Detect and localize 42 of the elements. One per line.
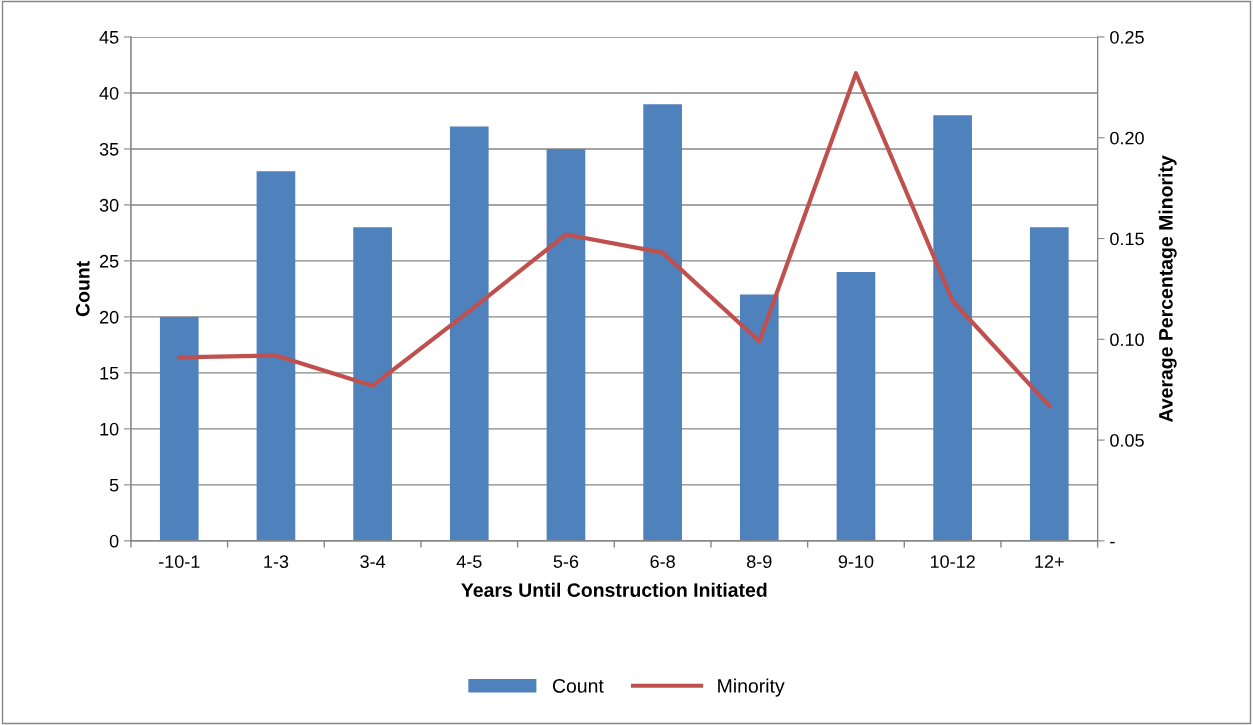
- y2-tick-label: 0.25: [1110, 30, 1144, 44]
- y2-tick-label: 0.20: [1110, 131, 1144, 145]
- bar: [546, 148, 586, 541]
- y2-axis-title: Average Percentage Minority: [1158, 155, 1177, 423]
- y2-tick-label: 0.05: [1110, 434, 1144, 447]
- x-tick-label: 3-4: [360, 555, 386, 568]
- x-tick-label: 12+: [1035, 555, 1064, 568]
- y2-tick-label: -: [1110, 541, 1115, 544]
- x-tick-label: 9-10: [838, 555, 874, 568]
- y-tick-label: 25: [99, 254, 119, 268]
- y-tick-label: 20: [99, 310, 119, 324]
- y-tick-label: 30: [99, 198, 119, 212]
- legend-label: Minority: [718, 678, 785, 697]
- x-tick-label: 8-9: [747, 555, 772, 568]
- y2-tick-label: 0.15: [1110, 232, 1144, 246]
- line-series: [177, 71, 1052, 408]
- x-tick-label: -10-1: [159, 555, 200, 568]
- y-tick-label: 45: [99, 31, 119, 44]
- bar: [1029, 227, 1069, 541]
- x-tick-label: 4-5: [456, 555, 482, 568]
- bar: [449, 126, 489, 541]
- y-tick-label: 5: [109, 478, 119, 492]
- x-tick-label: 6-8: [650, 555, 675, 568]
- legend-label: Count: [552, 679, 604, 693]
- bar: [256, 171, 296, 541]
- bar: [739, 294, 779, 541]
- y2-tick-label: 0.10: [1110, 333, 1144, 347]
- bar: [159, 316, 199, 541]
- y-tick-label: 35: [99, 142, 119, 156]
- x-axis-title: Years Until Construction Initiated: [461, 582, 767, 597]
- y-tick-label: 0: [109, 534, 119, 548]
- bar: [643, 104, 682, 541]
- bar: [353, 227, 392, 541]
- x-tick-label: 1-3: [264, 555, 289, 568]
- y-axis-title: Count: [75, 261, 90, 317]
- x-tick-label: 10-12: [930, 555, 975, 568]
- bar: [933, 115, 972, 541]
- x-tick-label: 5-6: [553, 555, 579, 568]
- y-tick-label: 15: [100, 367, 119, 380]
- bar: [836, 272, 876, 541]
- y-tick-label: 40: [99, 86, 119, 100]
- y-tick-label: 10: [100, 422, 119, 436]
